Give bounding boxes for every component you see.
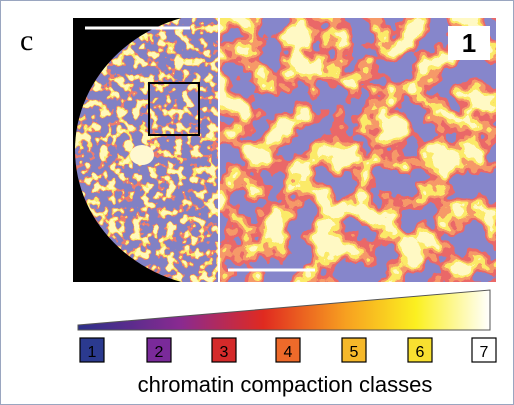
inset-label: 1 (462, 28, 476, 58)
class-label: 6 (416, 344, 425, 361)
caption: chromatin compaction classes (138, 372, 433, 397)
class-label: 5 (350, 344, 359, 361)
class-label: 1 (88, 344, 97, 361)
figure-panel: c 1 1 2 3 4 5 6 7 chromatin compaction classes (0, 0, 514, 405)
class-label: 4 (284, 344, 293, 361)
class-label: 7 (480, 344, 489, 361)
class-label: 2 (155, 344, 164, 361)
class-label: 3 (220, 344, 229, 361)
panel-label: c (20, 24, 33, 57)
